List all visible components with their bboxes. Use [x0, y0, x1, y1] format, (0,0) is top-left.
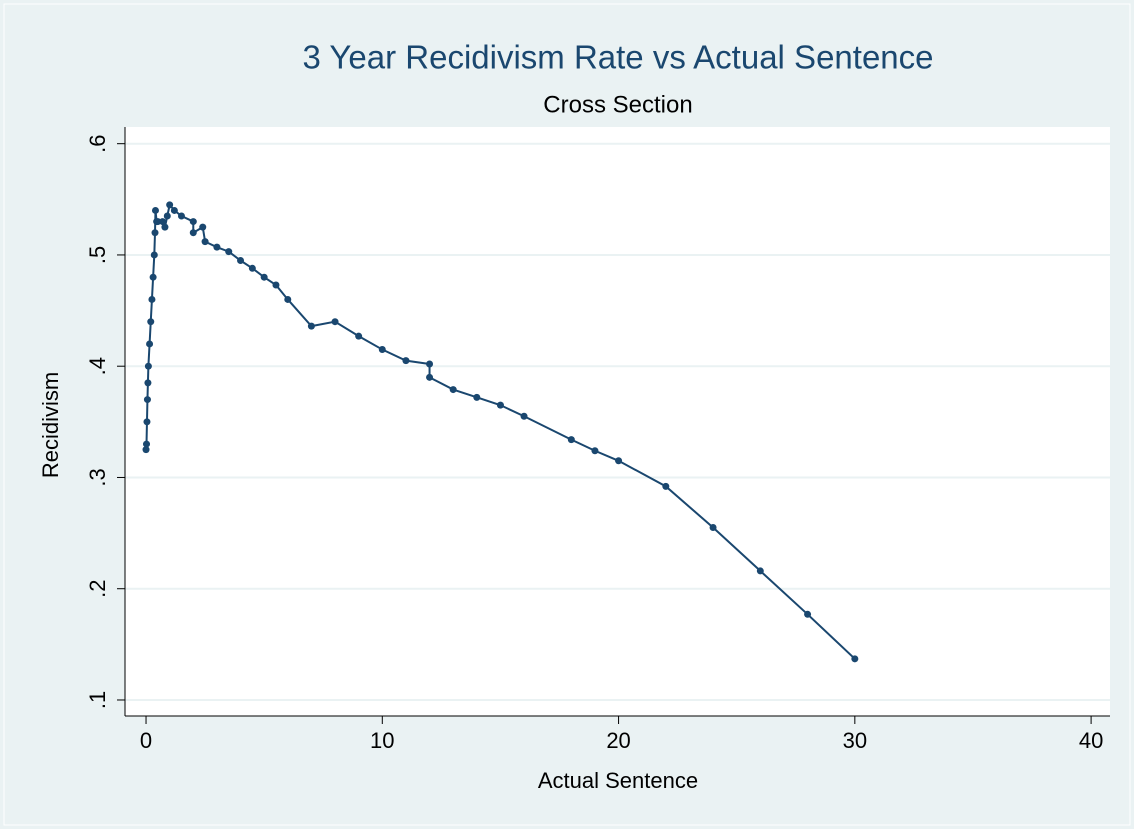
x-axis-label: Actual Sentence: [538, 768, 698, 793]
data-point: [151, 206, 159, 214]
data-point: [163, 212, 171, 220]
chart-subtitle: Cross Section: [543, 91, 692, 118]
data-point: [166, 201, 174, 209]
x-tick-label: 20: [606, 728, 630, 753]
y-tick-label: .1: [85, 691, 110, 709]
data-point: [426, 360, 434, 368]
data-point: [146, 340, 154, 348]
data-point: [756, 567, 764, 575]
data-point: [248, 264, 256, 272]
data-point: [159, 218, 167, 226]
data-point: [355, 332, 363, 340]
y-tick-label: .5: [85, 246, 110, 264]
data-point: [148, 295, 156, 303]
data-point: [449, 386, 457, 394]
data-point: [177, 212, 185, 220]
chart-title: 3 Year Recidivism Rate vs Actual Sentenc…: [302, 39, 933, 76]
data-point: [804, 610, 812, 618]
data-point: [142, 446, 150, 454]
data-point: [143, 440, 151, 448]
data-point: [284, 295, 292, 303]
y-tick-label: .6: [85, 135, 110, 153]
data-point: [143, 418, 151, 426]
x-tick-label: 0: [140, 728, 152, 753]
plot-area: [125, 127, 1110, 716]
data-point: [591, 447, 599, 455]
data-point: [272, 281, 280, 289]
data-point: [213, 243, 221, 251]
data-point: [260, 273, 268, 281]
y-axis-label: Recidivism: [38, 372, 63, 478]
y-tick-label: .3: [85, 468, 110, 486]
data-point: [237, 257, 245, 265]
data-point: [144, 362, 152, 370]
y-tick-label: .2: [85, 580, 110, 598]
data-point: [201, 238, 209, 246]
data-point: [149, 273, 157, 281]
data-point: [307, 322, 315, 330]
data-point: [147, 318, 155, 326]
data-point: [150, 251, 158, 259]
data-point: [496, 401, 504, 409]
data-point: [615, 457, 623, 465]
data-point: [567, 436, 575, 444]
data-point: [378, 346, 386, 354]
data-point: [225, 248, 233, 256]
data-point: [426, 373, 434, 381]
data-point: [144, 379, 152, 387]
data-point: [331, 318, 339, 326]
data-point: [473, 393, 481, 401]
data-point: [151, 229, 159, 237]
data-point: [161, 223, 169, 231]
data-point: [402, 357, 410, 365]
x-tick-label: 10: [370, 728, 394, 753]
data-point: [662, 482, 670, 490]
data-point: [851, 655, 859, 663]
data-point: [189, 218, 197, 226]
data-point: [170, 206, 178, 214]
data-point: [199, 223, 207, 231]
y-tick-label: .4: [85, 357, 110, 375]
data-point: [520, 412, 528, 420]
data-point: [189, 229, 197, 237]
data-point: [709, 524, 717, 532]
x-tick-label: 40: [1079, 728, 1103, 753]
data-point: [143, 396, 151, 404]
x-tick-label: 30: [843, 728, 867, 753]
